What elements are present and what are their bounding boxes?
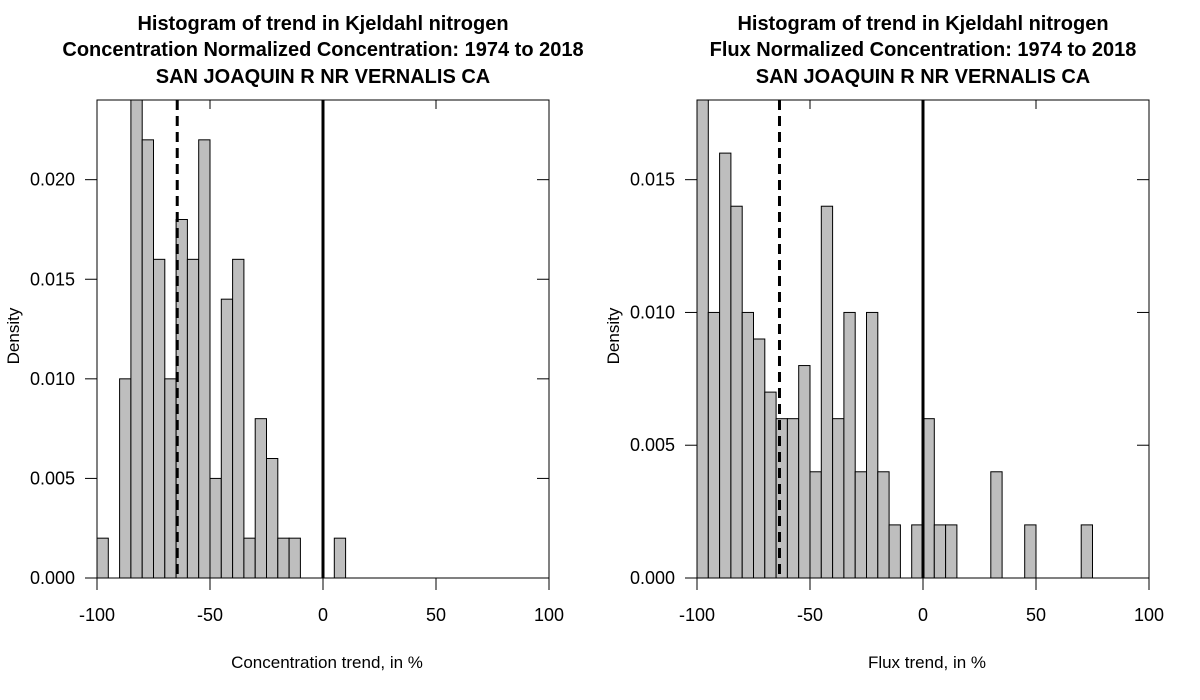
histogram-bar <box>866 311 879 579</box>
x-axis-label: Flux trend, in % <box>868 653 986 672</box>
histogram-bar <box>198 139 211 579</box>
histogram-bar <box>220 298 234 579</box>
histogram-bar <box>277 537 290 579</box>
x-tick-label: 100 <box>1134 605 1164 625</box>
chart-title-line-1: Histogram of trend in Kjeldahl nitrogen <box>137 13 508 35</box>
histogram-bar <box>786 418 800 579</box>
histogram-bar <box>232 258 245 579</box>
histogram-bar <box>186 258 200 579</box>
y-tick-label: 0.015 <box>630 170 675 190</box>
x-axis-label: Concentration trend, in % <box>231 653 423 672</box>
x-tick-label: -50 <box>797 605 823 625</box>
histogram-bar <box>798 365 811 579</box>
histogram-bar <box>333 537 347 579</box>
chart-title-line-2: Flux Normalized Concentration: 1974 to 2… <box>710 39 1137 61</box>
histogram-bar <box>809 471 822 579</box>
histogram-bar <box>741 311 755 579</box>
histogram-bar <box>820 205 834 579</box>
histogram-bar <box>141 139 154 579</box>
y-tick-label: 0.010 <box>630 302 675 322</box>
x-tick-label: 50 <box>1026 605 1046 625</box>
x-tick-label: -50 <box>197 605 223 625</box>
y-tick-label: 0.000 <box>30 568 75 588</box>
histogram-bar <box>96 537 109 579</box>
y-tick-label: 0.000 <box>630 568 675 588</box>
histogram-bar <box>1024 524 1037 579</box>
chart-title-line-1: Histogram of trend in Kjeldahl nitrogen <box>737 13 1108 35</box>
histogram-bar <box>843 311 856 579</box>
histogram-bar <box>288 537 301 579</box>
x-tick-label: 50 <box>426 605 446 625</box>
histogram-bar <box>854 471 868 579</box>
histogram-bar <box>707 311 721 579</box>
histogram-bar <box>266 458 279 579</box>
histogram-bar <box>990 471 1003 579</box>
y-axis-label: Density <box>4 307 23 364</box>
y-tick-label: 0.005 <box>630 435 675 455</box>
histogram-bar <box>254 418 267 579</box>
histogram-bar <box>730 205 743 579</box>
histogram-bar <box>945 524 958 579</box>
x-tick-label: 0 <box>918 605 928 625</box>
y-tick-label: 0.005 <box>30 468 75 488</box>
histogram-bar <box>877 471 890 579</box>
histogram-bar <box>696 99 709 579</box>
histogram-bar <box>119 378 132 579</box>
chart-title-line-3: SAN JOAQUIN R NR VERNALIS CA <box>156 66 490 88</box>
histogram-bar <box>911 524 924 579</box>
chart-title-line-2: Concentration Normalized Concentration: … <box>62 39 583 61</box>
histogram-bar <box>209 477 222 579</box>
histogram-bar <box>764 391 777 579</box>
histogram-bar <box>753 338 766 579</box>
histogram-panel-1: Histogram of trend in Kjeldahl nitrogen C… <box>4 13 584 672</box>
histogram-bar <box>888 524 901 579</box>
histogram-bar <box>922 418 935 579</box>
chart-title-line-3: SAN JOAQUIN R NR VERNALIS CA <box>756 66 1090 88</box>
histogram-bar <box>243 537 256 579</box>
histogram-bar <box>164 378 177 579</box>
histogram-bar <box>719 152 732 579</box>
x-tick-label: 0 <box>318 605 328 625</box>
x-tick-label: 100 <box>534 605 564 625</box>
histogram-bar <box>130 99 143 579</box>
histogram-bar <box>933 524 947 579</box>
y-tick-label: 0.010 <box>30 369 75 389</box>
x-tick-label: -100 <box>679 605 715 625</box>
histogram-bar <box>832 418 845 579</box>
histogram-bar <box>153 258 166 579</box>
x-tick-label: -100 <box>79 605 115 625</box>
y-tick-label: 0.020 <box>30 170 75 190</box>
histogram-bar <box>775 418 788 579</box>
y-axis-label: Density <box>604 307 623 364</box>
histogram-bar <box>1080 524 1093 579</box>
y-tick-label: 0.015 <box>30 269 75 289</box>
histogram-panel-2: Histogram of trend in Kjeldahl nitrogen F… <box>604 13 1164 672</box>
